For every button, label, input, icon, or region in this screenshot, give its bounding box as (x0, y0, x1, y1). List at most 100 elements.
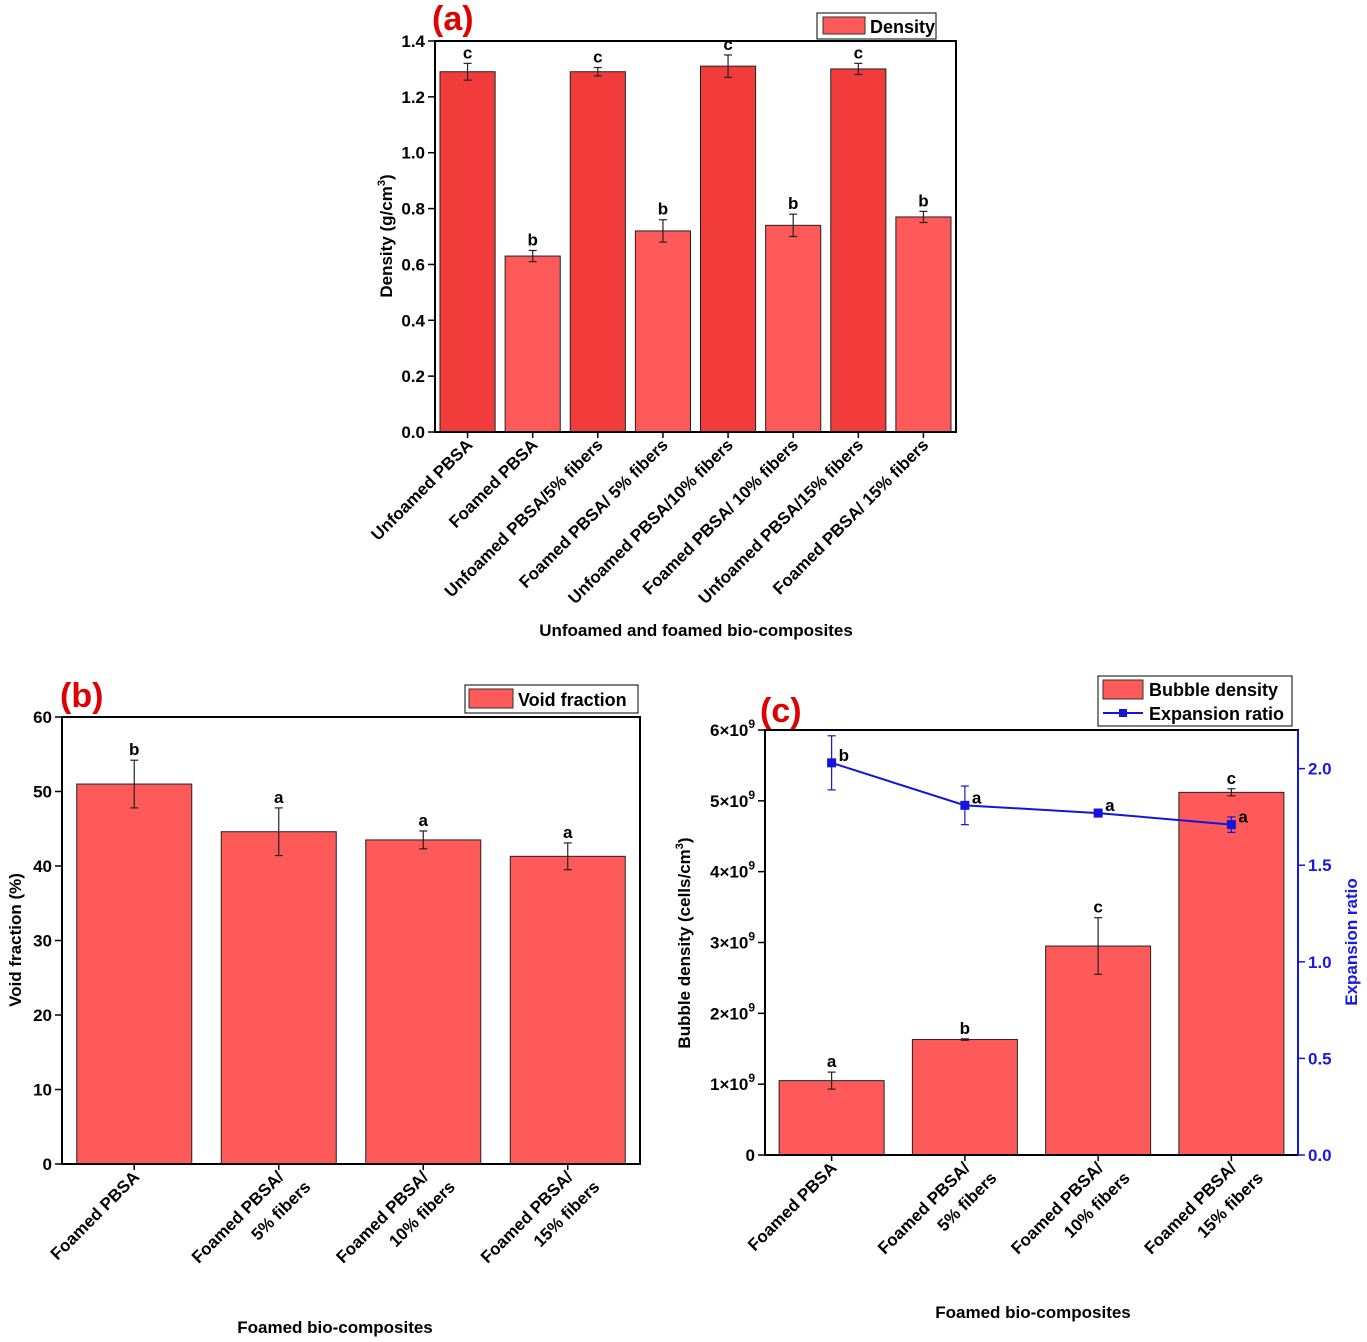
y-axis-tick-label: 0.2 (401, 367, 425, 386)
y-axis-tick-label: 1.2 (401, 88, 425, 107)
chart-panel-a: (a) c b c b c b c b 0.0 0.2 0.4 0.6 0.8 1.0 1.2 1.4 Un… (367, 0, 957, 640)
significance-label: a (274, 788, 284, 807)
panel-a-label: (a) (432, 0, 474, 38)
x-axis-category-label: Foamed PBSA/5% fibers (874, 1150, 1000, 1276)
panel-c-x-ticks: Foamed PBSA Foamed PBSA/5% fibers Foamed P… (744, 1150, 1267, 1276)
legend-swatch-void-fraction (468, 688, 514, 709)
significance-label: a (972, 788, 982, 807)
line-expansion-ratio (831, 761, 1232, 826)
y-axis-tick-base: 6×10 (710, 721, 748, 740)
panel-b-y-axis-label: Void fraction (%) (6, 873, 25, 1007)
panel-a-plot-frame (434, 40, 957, 433)
y-axis-tick-label: 10 (33, 1081, 52, 1100)
point-expansion-ratio (1093, 808, 1103, 818)
y2-axis-tick-label: 0.0 (1308, 1146, 1332, 1165)
y-axis-tick-label: 6×109 (710, 717, 755, 740)
y2-axis-tick-label: 1.5 (1308, 856, 1332, 875)
panel-c-y2-axis-label: Expansion ratio (1342, 878, 1361, 1006)
significance-label: c (593, 48, 602, 67)
x-axis-category-label: Foamed PBSA/15% fibers (477, 1159, 603, 1285)
y-axis-tick-label: 0.4 (401, 311, 425, 330)
panel-c-x-axis-label: Foamed bio-composites (935, 1303, 1131, 1322)
y-axis-tick-exponent: 9 (748, 1000, 755, 1014)
point-expansion-ratio (1226, 820, 1236, 830)
legend-label-density: Density (870, 17, 935, 37)
panel-a-y-axis-label: Density (g/cm3) (376, 174, 396, 297)
bar-density (569, 71, 626, 433)
y-axis-tick-label: 1.0 (401, 144, 425, 163)
chart-panel-b: (b) b a a a 0 10 20 30 40 50 60 Foamed PBSA Foamed… (6, 677, 641, 1337)
significance-label: a (419, 811, 429, 830)
y2-axis-tick-label: 2.0 (1308, 760, 1332, 779)
panel-c-label: (c) (760, 692, 802, 730)
y-axis-tick-label: 0 (746, 1146, 755, 1165)
y-axis-tick-base: 3×10 (710, 934, 748, 953)
y-axis-tick-label: 30 (33, 932, 52, 951)
panel-c-legend: Bubble density Expansion ratio (1097, 675, 1293, 727)
panel-b-legend: Void fraction (464, 684, 639, 714)
panel-a-y-ticks: 0.0 0.2 0.4 0.6 0.8 1.0 1.2 1.4 (401, 32, 435, 442)
significance-label: b (918, 191, 928, 210)
y-axis-tick-base: 4×10 (710, 863, 748, 882)
significance-label: a (1105, 796, 1115, 815)
x-axis-category-label: Foamed PBSA/5% fibers (188, 1159, 314, 1285)
legend-label-expansion-ratio: Expansion ratio (1149, 704, 1284, 724)
panel-a-x-axis-label: Unfoamed and foamed bio-composites (539, 621, 853, 640)
panel-b-label: (b) (60, 677, 103, 715)
significance-label: b (527, 230, 537, 249)
y-axis-tick-base: 1×10 (710, 1075, 748, 1094)
y-axis-tick-exponent: 9 (748, 717, 755, 731)
significance-label: c (1093, 898, 1102, 917)
y-axis-tick-label: 60 (33, 708, 52, 727)
y-axis-tick-label: 40 (33, 857, 52, 876)
panel-a-bars: c b c b c b c b (439, 35, 952, 433)
y-axis-tick-label: 0.8 (401, 200, 425, 219)
panel-c-y-axis-label: Bubble density (cells/cm3) (674, 837, 694, 1048)
significance-label: a (563, 823, 573, 842)
y-axis-tick-label: 0.0 (401, 423, 425, 442)
y2-axis-tick-label: 1.0 (1308, 953, 1332, 972)
x-axis-category-label: Foamed PBSA (744, 1158, 840, 1254)
x-axis-category-label: Foamed PBSA/15% fibers (1141, 1150, 1267, 1276)
y-axis-tick-label: 1×109 (710, 1071, 755, 1094)
bar-void-fraction (365, 839, 482, 1165)
x-axis-category-label: Foamed PBSA (47, 1167, 143, 1263)
y-axis-tick-exponent: 9 (748, 1071, 755, 1085)
y-axis-tick-label: 2×109 (710, 1000, 755, 1023)
x-axis-category-label-line: Foamed PBSA (47, 1167, 143, 1263)
y-axis-tick-label: 0.6 (401, 255, 425, 274)
panel-b-x-ticks: Foamed PBSA Foamed PBSA/5% fibers Foamed P… (47, 1159, 603, 1285)
significance-label: c (463, 43, 472, 62)
significance-label: b (129, 740, 139, 759)
bar-density (504, 255, 561, 433)
bar-density (830, 68, 887, 433)
significance-label: b (839, 746, 849, 765)
significance-label: b (960, 1019, 970, 1038)
point-expansion-ratio (960, 800, 970, 810)
significance-label: a (827, 1052, 837, 1071)
y-axis-tick-label: 5×109 (710, 788, 755, 811)
significance-label: c (1227, 769, 1236, 788)
y-axis-tick-label: 0 (43, 1155, 52, 1174)
panel-b-x-axis-label: Foamed bio-composites (237, 1318, 433, 1337)
y-axis-tick-base: 5×10 (710, 792, 748, 811)
significance-label: a (1238, 808, 1248, 827)
significance-label: b (788, 194, 798, 213)
bar-bubble-density (1178, 791, 1285, 1156)
legend-swatch-density (822, 16, 866, 35)
y-axis-tick-base: 0 (746, 1146, 755, 1165)
bar-bubble-density (778, 1080, 885, 1156)
legend-label-bubble-density: Bubble density (1149, 680, 1278, 700)
bar-bubble-density (1045, 945, 1152, 1156)
bar-density (439, 71, 496, 433)
panel-c-expansion-line: b a a a (827, 735, 1248, 833)
bar-void-fraction (220, 831, 337, 1165)
point-expansion-ratio (827, 758, 837, 768)
panel-a-legend: Density (816, 12, 937, 40)
legend-swatch-bubble-density (1102, 679, 1144, 700)
y-axis-tick-exponent: 9 (748, 859, 755, 873)
y-axis-tick-label: 4×109 (710, 859, 755, 882)
